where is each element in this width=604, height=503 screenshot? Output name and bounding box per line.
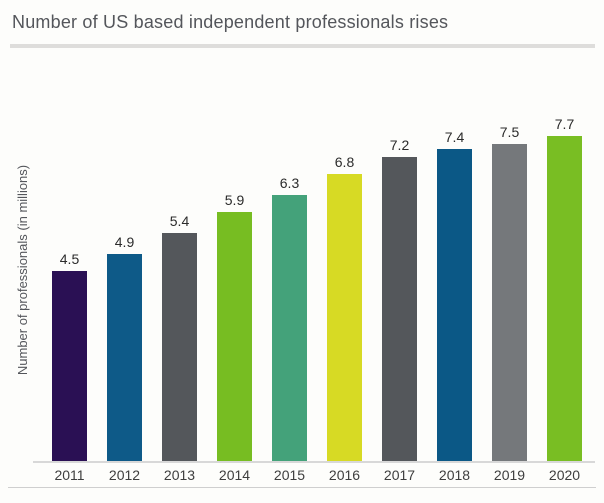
x-tick-label: 2016 — [328, 467, 361, 483]
bar-value-label: 6.3 — [279, 175, 300, 191]
x-tick-label: 2014 — [218, 467, 251, 483]
bar — [272, 195, 307, 461]
bar-value-label: 5.4 — [169, 213, 190, 229]
bar — [327, 174, 362, 461]
x-tick-label: 2015 — [273, 467, 306, 483]
x-tick-label: 2011 — [54, 467, 85, 483]
bar-value-label: 5.9 — [224, 192, 245, 208]
bar — [217, 212, 252, 461]
bar — [382, 157, 417, 461]
bar — [107, 254, 142, 461]
chart-title: Number of US based independent professio… — [12, 12, 449, 32]
bar — [547, 136, 582, 461]
bar-value-label: 4.9 — [114, 234, 135, 250]
x-tick-label: 2018 — [438, 467, 471, 483]
bar-value-label: 7.7 — [554, 116, 575, 132]
x-axis-line — [33, 461, 595, 463]
bar — [437, 149, 472, 461]
bar — [162, 233, 197, 461]
bar-value-label: 6.8 — [334, 154, 355, 170]
bar — [52, 271, 87, 461]
x-tick-label: 2020 — [548, 467, 581, 483]
x-tick-label: 2019 — [493, 467, 526, 483]
x-tick-label: 2017 — [383, 467, 416, 483]
bar-value-label: 7.2 — [389, 137, 410, 153]
bar — [492, 144, 527, 461]
x-tick-label: 2013 — [163, 467, 196, 483]
bar-value-label: 7.4 — [444, 129, 465, 145]
bottom-divider — [8, 487, 596, 488]
title-divider — [10, 44, 595, 48]
x-tick-label: 2012 — [108, 467, 141, 483]
bar-value-label: 4.5 — [59, 251, 80, 267]
bar-value-label: 7.5 — [499, 124, 520, 140]
